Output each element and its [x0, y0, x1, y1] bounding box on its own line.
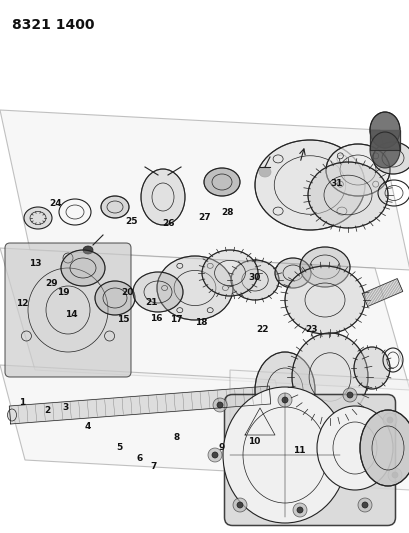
Text: 25: 25 — [125, 217, 137, 225]
Text: 18: 18 — [194, 318, 207, 327]
Ellipse shape — [232, 498, 246, 512]
Text: 13: 13 — [29, 260, 41, 268]
Ellipse shape — [281, 397, 287, 403]
Ellipse shape — [307, 162, 387, 228]
Ellipse shape — [292, 503, 306, 517]
Text: 28: 28 — [221, 208, 233, 216]
Ellipse shape — [141, 169, 184, 225]
Text: 3: 3 — [62, 403, 69, 412]
Ellipse shape — [222, 387, 346, 523]
Polygon shape — [229, 370, 409, 490]
Ellipse shape — [325, 144, 389, 196]
Ellipse shape — [361, 502, 367, 508]
Ellipse shape — [369, 132, 399, 168]
Polygon shape — [0, 365, 299, 475]
Text: 30: 30 — [247, 273, 260, 281]
Text: 17: 17 — [170, 316, 182, 324]
Ellipse shape — [291, 333, 367, 421]
Ellipse shape — [24, 207, 52, 229]
Text: 24: 24 — [49, 199, 61, 208]
Text: 15: 15 — [117, 316, 129, 324]
Text: 20: 20 — [121, 288, 133, 296]
Text: 6: 6 — [136, 454, 142, 463]
Ellipse shape — [357, 498, 371, 512]
Text: 7: 7 — [150, 462, 157, 471]
Text: 10: 10 — [247, 437, 260, 446]
Ellipse shape — [254, 140, 364, 230]
FancyBboxPatch shape — [5, 243, 131, 377]
Polygon shape — [0, 248, 409, 390]
Text: 5: 5 — [115, 443, 122, 452]
Polygon shape — [0, 110, 409, 270]
Polygon shape — [9, 386, 270, 424]
Text: 26: 26 — [162, 220, 174, 228]
Ellipse shape — [299, 247, 349, 287]
Ellipse shape — [346, 392, 352, 398]
Text: 29: 29 — [45, 279, 57, 288]
Text: 31: 31 — [329, 180, 342, 188]
Ellipse shape — [213, 398, 227, 412]
Ellipse shape — [369, 112, 399, 148]
Text: 23: 23 — [305, 325, 317, 334]
Ellipse shape — [236, 502, 243, 508]
Ellipse shape — [391, 472, 397, 478]
Ellipse shape — [372, 142, 409, 174]
Text: 12: 12 — [16, 300, 29, 308]
Text: 27: 27 — [198, 213, 211, 222]
Ellipse shape — [207, 448, 221, 462]
Text: 4: 4 — [85, 422, 91, 431]
Ellipse shape — [274, 258, 310, 288]
Ellipse shape — [230, 260, 278, 300]
Ellipse shape — [61, 250, 105, 286]
Ellipse shape — [258, 167, 270, 177]
Ellipse shape — [83, 246, 93, 254]
Ellipse shape — [216, 402, 222, 408]
Text: 21: 21 — [145, 298, 157, 307]
Ellipse shape — [277, 393, 291, 407]
Ellipse shape — [284, 266, 364, 334]
Text: 1: 1 — [19, 398, 26, 407]
Ellipse shape — [133, 272, 182, 312]
Text: 11: 11 — [292, 446, 305, 455]
FancyBboxPatch shape — [224, 394, 395, 526]
Polygon shape — [362, 279, 402, 306]
Ellipse shape — [7, 409, 16, 421]
Text: 8: 8 — [173, 433, 179, 441]
Ellipse shape — [296, 507, 302, 513]
Ellipse shape — [95, 281, 135, 315]
Ellipse shape — [202, 250, 257, 296]
Text: 9: 9 — [218, 443, 224, 452]
Ellipse shape — [101, 196, 129, 218]
Ellipse shape — [157, 256, 232, 320]
Ellipse shape — [316, 406, 392, 490]
Ellipse shape — [359, 410, 409, 486]
Ellipse shape — [382, 413, 396, 427]
Ellipse shape — [386, 417, 392, 423]
Polygon shape — [369, 130, 399, 150]
Text: 16: 16 — [149, 314, 162, 323]
Ellipse shape — [204, 168, 239, 196]
Text: 14: 14 — [65, 310, 78, 319]
Text: 2: 2 — [44, 406, 50, 415]
Ellipse shape — [353, 347, 389, 389]
Text: 22: 22 — [256, 325, 268, 334]
Ellipse shape — [387, 468, 401, 482]
Ellipse shape — [254, 352, 314, 428]
Ellipse shape — [342, 388, 356, 402]
Text: 19: 19 — [57, 288, 70, 296]
Text: 8321 1400: 8321 1400 — [12, 18, 94, 32]
Ellipse shape — [211, 452, 218, 458]
